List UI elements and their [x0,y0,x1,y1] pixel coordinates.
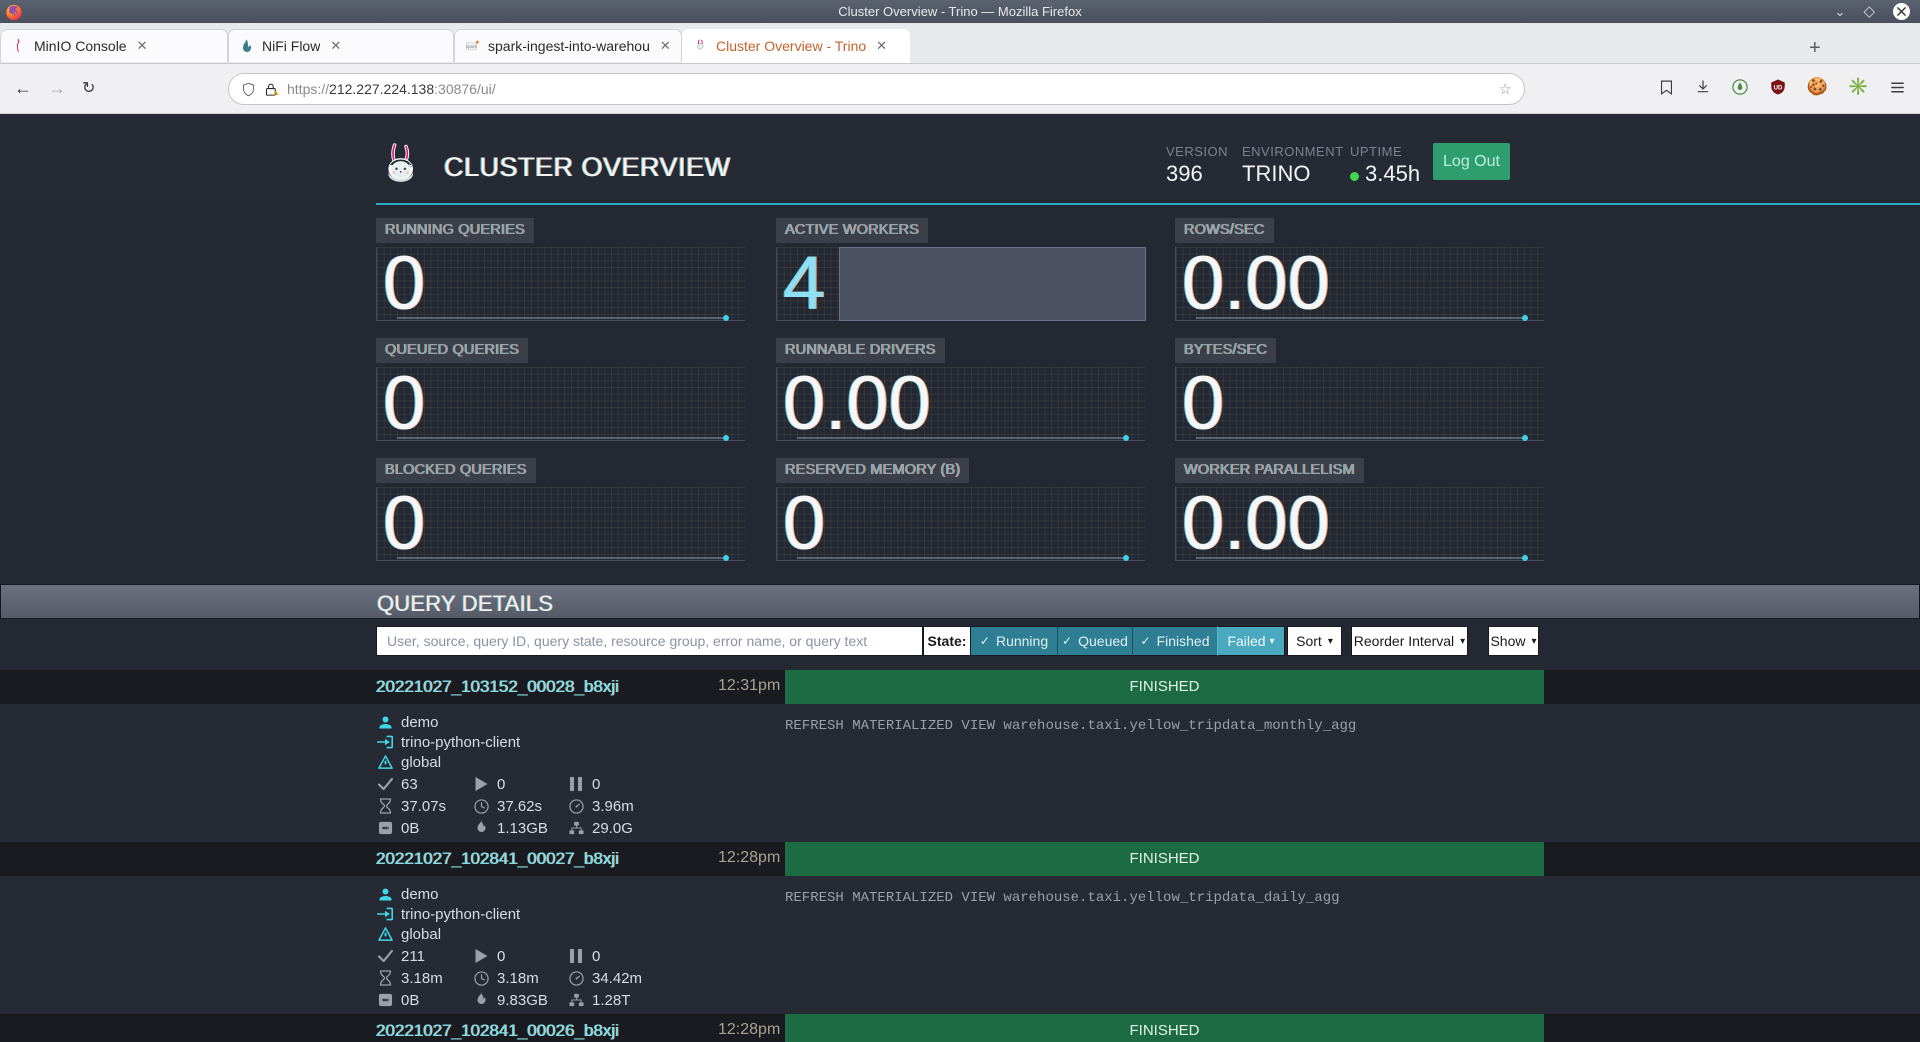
svg-text:spark: spark [466,44,478,49]
svg-text:!: ! [275,91,276,95]
svg-text:UD: UD [1773,85,1782,91]
